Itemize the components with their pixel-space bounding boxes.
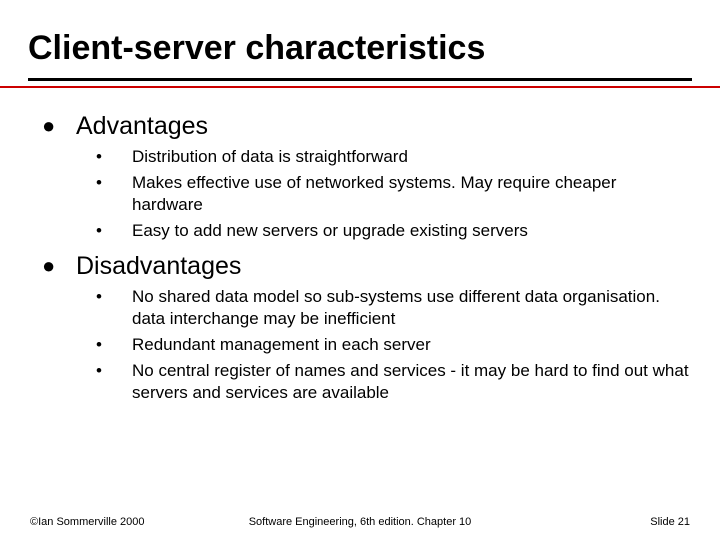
- bullet-icon: ●: [42, 252, 76, 280]
- list-item: • Easy to add new servers or upgrade exi…: [96, 220, 690, 242]
- accent-rule: [0, 86, 720, 88]
- list-item: • No central register of names and servi…: [96, 360, 690, 404]
- slide-content: ● Advantages • Distribution of data is s…: [42, 112, 690, 414]
- list-item: • Makes effective use of networked syste…: [96, 172, 690, 216]
- footer-center: Software Engineering, 6th edition. Chapt…: [0, 516, 720, 528]
- list-item: • Redundant management in each server: [96, 334, 690, 356]
- item-text: No central register of names and service…: [132, 360, 690, 404]
- bullet-icon: •: [96, 334, 132, 356]
- section-items: • No shared data model so sub-systems us…: [96, 286, 690, 404]
- slide: Client-server characteristics ● Advantag…: [0, 0, 720, 540]
- section-disadvantages: ● Disadvantages • No shared data model s…: [42, 252, 690, 404]
- section-heading: Advantages: [76, 112, 208, 140]
- item-text: Redundant management in each server: [132, 334, 431, 356]
- bullet-icon: •: [96, 220, 132, 242]
- slide-title: Client-server characteristics: [28, 30, 485, 67]
- list-item: • Distribution of data is straightforwar…: [96, 146, 690, 168]
- section-items: • Distribution of data is straightforwar…: [96, 146, 690, 242]
- item-text: No shared data model so sub-systems use …: [132, 286, 690, 330]
- bullet-icon: •: [96, 286, 132, 308]
- bullet-icon: •: [96, 146, 132, 168]
- item-text: Easy to add new servers or upgrade exist…: [132, 220, 528, 242]
- footer-right: Slide 21: [650, 516, 690, 528]
- bullet-icon: •: [96, 172, 132, 194]
- title-underline: [28, 78, 692, 81]
- section-heading: Disadvantages: [76, 252, 241, 280]
- bullet-icon: •: [96, 360, 132, 382]
- section-advantages: ● Advantages • Distribution of data is s…: [42, 112, 690, 242]
- item-text: Distribution of data is straightforward: [132, 146, 408, 168]
- item-text: Makes effective use of networked systems…: [132, 172, 690, 216]
- list-item: • No shared data model so sub-systems us…: [96, 286, 690, 330]
- slide-footer: ©Ian Sommerville 2000 Software Engineeri…: [0, 510, 720, 528]
- bullet-icon: ●: [42, 112, 76, 140]
- section-heading-row: ● Disadvantages: [42, 252, 690, 280]
- section-heading-row: ● Advantages: [42, 112, 690, 140]
